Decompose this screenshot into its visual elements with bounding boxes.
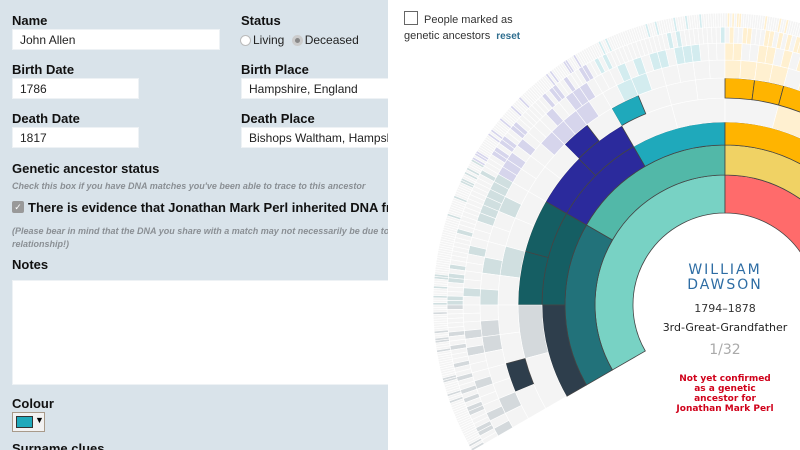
genetic-warning: Not yet confirmed as a genetic ancestor … <box>676 374 774 414</box>
death-place-label: Death Place <box>241 111 315 126</box>
person-edit-panel: Name John Allen Status Living Deceased B… <box>0 0 388 450</box>
fan-segment-gen7[interactable] <box>462 287 481 298</box>
fan-segment-gen6[interactable] <box>481 256 503 276</box>
person-last-name: DAWSON <box>687 277 763 293</box>
fan-segment-gen8[interactable] <box>446 300 464 306</box>
fan-segment-gen5[interactable] <box>497 275 521 306</box>
person-count: 1/32 <box>709 342 741 358</box>
birth-place-label: Birth Place <box>241 62 309 77</box>
fan-segment-gen5[interactable] <box>497 304 521 335</box>
colour-swatch <box>16 416 33 428</box>
status-radio-group: Living Deceased <box>240 33 359 47</box>
deceased-label: Deceased <box>304 33 359 47</box>
person-relationship: 3rd-Great-Grandfather <box>662 321 788 334</box>
birth-place-input[interactable]: Hampshire, England <box>241 78 388 99</box>
living-label: Living <box>253 33 285 47</box>
birth-date-label: Birth Date <box>12 62 75 77</box>
surname-clues-label: Surname clues <box>12 441 105 450</box>
fan-segment-gen9[interactable] <box>432 302 448 306</box>
fan-segment-gen5[interactable] <box>695 77 726 101</box>
genetic-status-heading: Genetic ancestor status <box>12 161 160 176</box>
fan-segment-gen7[interactable] <box>462 312 481 323</box>
fan-segment-gen6[interactable] <box>480 319 501 338</box>
fan-segment-gen6[interactable] <box>708 59 726 79</box>
status-living-radio[interactable]: Living <box>240 33 284 47</box>
status-deceased-radio[interactable]: Deceased <box>291 33 359 47</box>
legend-label-line1: People marked as <box>424 14 513 26</box>
chevron-down-icon: ▼ <box>35 415 44 425</box>
genetic-ancestors-checkbox[interactable] <box>404 11 418 25</box>
fan-segment-gen8[interactable] <box>446 295 464 302</box>
notes-textarea[interactable] <box>12 280 388 385</box>
genetic-note-line2: relationship!) <box>12 239 70 249</box>
fan-segment-gen6[interactable] <box>739 60 758 81</box>
fan-segment-gen7[interactable] <box>795 54 800 73</box>
colour-label: Colour <box>12 396 54 411</box>
death-date-input[interactable]: 1817 <box>12 127 139 148</box>
genetic-note-line1: (Please bear in mind that the DNA you sh… <box>12 226 388 236</box>
person-first-name: WILLIAM <box>688 262 762 278</box>
fan-segment-gen7[interactable] <box>463 278 482 290</box>
person-name: WILLIAM DAWSON <box>650 263 800 293</box>
fan-segment-gen7[interactable] <box>707 42 718 61</box>
fan-segment-gen7[interactable] <box>716 42 726 61</box>
fan-segment-gen6[interactable] <box>479 304 499 322</box>
legend-label-line2: genetic ancestors <box>404 30 491 42</box>
death-date-label: Death Date <box>12 111 80 126</box>
fan-segment-gen7[interactable] <box>462 304 481 314</box>
genetic-checkbox-label: There is evidence that Jonathan Mark Per… <box>28 200 388 215</box>
genetic-hint: Check this box if you have DNA matches y… <box>12 181 366 191</box>
fan-segment-gen6[interactable] <box>692 60 711 81</box>
name-label: Name <box>12 13 48 28</box>
fan-segment-gen8[interactable] <box>720 26 726 44</box>
fan-segment-gen7[interactable] <box>732 42 743 61</box>
colour-picker[interactable]: ▼ <box>12 412 45 432</box>
fan-segment-gen6[interactable] <box>479 288 499 306</box>
reset-link[interactable]: reset <box>496 31 521 42</box>
name-input[interactable]: John Allen <box>12 29 220 50</box>
fan-segment-gen6[interactable] <box>797 73 800 95</box>
fan-segment-gen7[interactable] <box>462 296 481 306</box>
notes-label: Notes <box>12 257 49 272</box>
birth-date-input[interactable]: 1786 <box>12 78 139 99</box>
fan-segment-gen5[interactable] <box>724 77 756 101</box>
fan-segment-gen8[interactable] <box>446 291 464 297</box>
death-place-input[interactable]: Bishops Waltham, Hampshire <box>241 127 388 148</box>
genetic-ancestor-checkbox[interactable]: ✓ <box>12 201 24 213</box>
fan-segment-gen8[interactable] <box>724 26 730 44</box>
fan-segment-gen7[interactable] <box>724 42 734 61</box>
fan-segment-gen6[interactable] <box>724 59 742 79</box>
fan-segment-gen8[interactable] <box>446 304 464 310</box>
fan-segment-gen6[interactable] <box>480 272 501 291</box>
person-dates: 1794–1878 <box>694 302 756 315</box>
genetic-ancestors-legend: People marked as genetic ancestors reset <box>404 11 520 45</box>
status-label: Status <box>241 13 281 28</box>
fan-segment-gen8[interactable] <box>796 38 800 55</box>
fan-segment-gen1[interactable] <box>724 174 800 370</box>
